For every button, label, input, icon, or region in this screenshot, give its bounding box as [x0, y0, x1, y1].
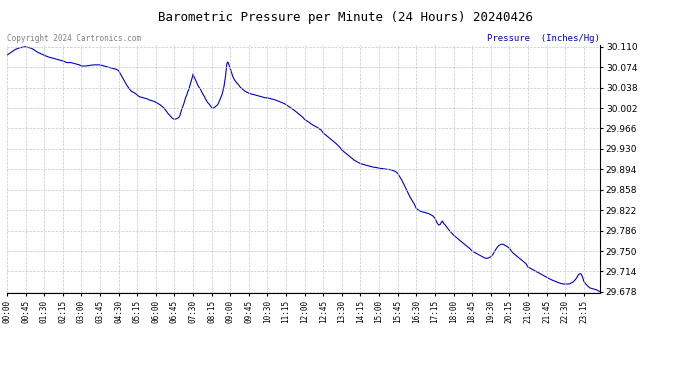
Text: Copyright 2024 Cartronics.com: Copyright 2024 Cartronics.com — [7, 33, 141, 42]
Text: Pressure  (Inches/Hg): Pressure (Inches/Hg) — [487, 33, 600, 42]
Text: Barometric Pressure per Minute (24 Hours) 20240426: Barometric Pressure per Minute (24 Hours… — [157, 11, 533, 24]
